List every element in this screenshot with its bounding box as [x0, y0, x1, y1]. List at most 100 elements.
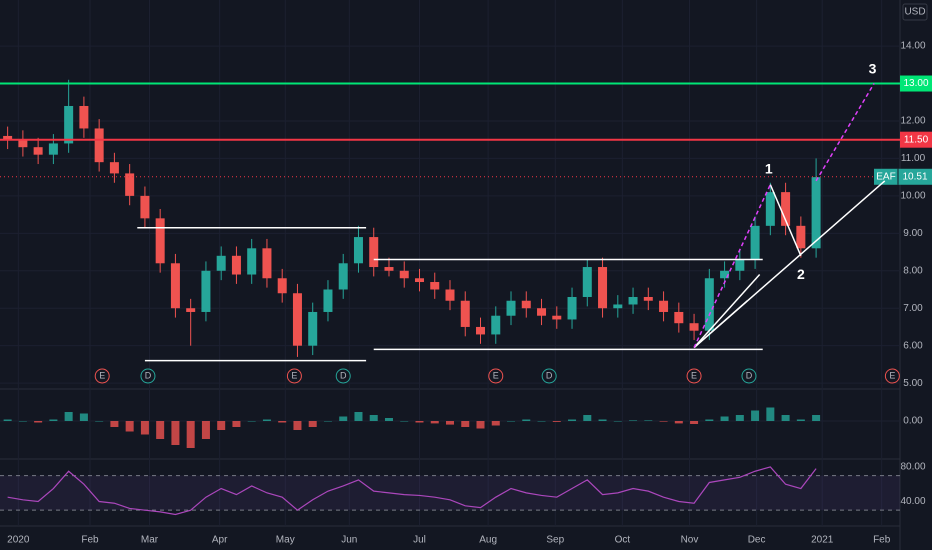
rsi-tick-label: 80.00 [900, 462, 925, 473]
candle-body [720, 270, 730, 279]
y-tick-label: 6.00 [903, 340, 923, 351]
candle-body [323, 289, 333, 312]
trend-line [693, 274, 761, 349]
candle-body [216, 255, 226, 271]
candle-body [170, 263, 180, 309]
candle-body [48, 143, 58, 155]
candle-body [643, 296, 653, 301]
macd-bar [522, 419, 531, 421]
macd-bar [232, 421, 241, 427]
macd-bar [461, 421, 470, 427]
x-tick-label: Dec [748, 535, 766, 546]
candle-body [18, 139, 28, 148]
candle-body [689, 323, 699, 331]
candle-body [201, 270, 211, 312]
macd-bar [110, 421, 119, 427]
macd-tick-label: 0.00 [903, 416, 923, 427]
macd-bar [629, 420, 638, 421]
x-tick-label: 2021 [811, 535, 834, 546]
macd-bar [598, 419, 607, 421]
macd-bar [79, 413, 88, 421]
candle-body [796, 225, 806, 249]
macd-bar [49, 419, 58, 421]
macd-bar [568, 419, 577, 421]
candle-body [460, 300, 470, 327]
candle-body [811, 177, 821, 249]
x-tick-label: Jul [413, 535, 426, 546]
event-marker [335, 368, 351, 384]
trend-line [693, 300, 748, 349]
macd-bar [690, 421, 699, 424]
candle-body [659, 300, 669, 312]
event-label: E [691, 370, 697, 380]
candle-body [765, 192, 775, 226]
macd-bar [537, 421, 546, 422]
macd-bar [201, 421, 210, 439]
candle-body [521, 300, 531, 309]
macd-bar [644, 420, 653, 421]
wave-label: 2 [797, 266, 805, 282]
candle-body [567, 296, 577, 320]
macd-bar [507, 421, 516, 422]
candle-body [674, 311, 684, 324]
y-tick-label: 8.00 [903, 265, 923, 276]
event-label: D [340, 370, 347, 380]
event-marker [286, 368, 302, 384]
candle-body [735, 259, 745, 271]
candle-body [613, 304, 623, 309]
currency: USD [904, 7, 925, 18]
macd-bar [613, 421, 622, 422]
macd-bar [34, 421, 43, 423]
macd-bar [262, 419, 271, 421]
x-tick-label: Aug [479, 535, 497, 546]
event-marker [686, 368, 702, 384]
y-tick-label: 10.00 [900, 191, 925, 202]
macd-bar [3, 419, 12, 421]
macd-bar [674, 421, 683, 424]
candle-body [231, 255, 241, 275]
wave-label: 1 [765, 161, 773, 177]
macd-bar [217, 421, 226, 430]
event-marker [488, 368, 504, 384]
candle-body [155, 218, 165, 264]
y-tick-label: 5.00 [903, 378, 923, 389]
last-tag [874, 168, 932, 185]
x-tick-label: Jun [341, 535, 357, 546]
macd-bar [339, 416, 348, 421]
macd-bar [18, 421, 27, 422]
event-label: E [99, 370, 105, 380]
y-tick-label: 9.00 [903, 228, 923, 239]
candle-body [277, 278, 287, 294]
macd-bar [583, 415, 592, 421]
candle-body [33, 147, 43, 155]
macd-bar [171, 421, 180, 445]
macd-bar [247, 421, 256, 422]
level-tag [900, 75, 932, 92]
macd-bar [812, 415, 821, 421]
currency-box [902, 3, 928, 21]
x-tick-label: Mar [141, 535, 159, 546]
symbol-label: EAF [876, 171, 895, 182]
candle-body [292, 293, 302, 346]
level-label: 11.50 [904, 134, 929, 145]
candle-body [537, 308, 547, 316]
macd-bar [293, 421, 302, 430]
trend-line [769, 184, 802, 257]
candle-body [476, 326, 486, 335]
event-label: D [746, 370, 753, 380]
candle-body [781, 192, 791, 226]
macd-bar [491, 421, 500, 426]
macd-bar [384, 418, 393, 421]
x-tick-label: Feb [81, 535, 99, 546]
rsi-tick-label: 40.00 [900, 496, 925, 507]
macd-bar [323, 421, 332, 422]
y-tick-label: 14.00 [900, 41, 925, 52]
candle-body [125, 173, 135, 196]
macd-bar [95, 421, 104, 422]
event-label: D [145, 370, 152, 380]
macd-bar [354, 412, 363, 421]
macd-bar [552, 421, 561, 422]
candle-body [399, 270, 409, 279]
